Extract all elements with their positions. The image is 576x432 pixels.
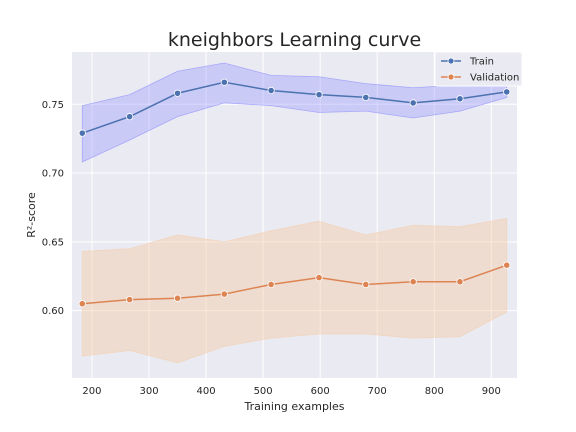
grid-layer: [72, 52, 517, 378]
x-tick-label: 400: [197, 386, 216, 397]
train-point: [315, 91, 323, 99]
x-tick-label: 300: [139, 386, 158, 397]
x-tick-label: 200: [82, 386, 101, 397]
train-point: [362, 93, 370, 101]
validation-point: [409, 278, 417, 286]
line-layer: [82, 81, 507, 305]
validation-point: [173, 294, 182, 302]
plot-area: [72, 52, 517, 378]
validation-series-line: [82, 264, 507, 305]
y-axis-label: R²-score: [25, 192, 38, 238]
train-point: [503, 88, 511, 96]
validation-point: [78, 300, 86, 308]
band-layer: [81, 62, 508, 364]
train-point: [126, 113, 134, 121]
x-tick-label: 500: [254, 386, 273, 397]
train-point: [267, 86, 275, 95]
validation-point: [126, 295, 134, 304]
legend-train-marker: [447, 57, 455, 65]
x-tick-label: 700: [368, 386, 387, 397]
train-confidence-band: [81, 62, 508, 163]
validation-point: [456, 278, 464, 286]
validation-point: [267, 280, 275, 289]
validation-confidence-band: [81, 217, 508, 364]
legend-validation-label: Validation: [470, 73, 519, 84]
y-tick-label: 0.65: [42, 237, 64, 248]
y-tick-label: 0.70: [42, 169, 64, 180]
x-tick-label: 600: [311, 386, 330, 397]
train-point: [456, 95, 464, 103]
train-series-line: [82, 81, 507, 134]
x-tick-label: 900: [482, 386, 501, 397]
train-point: [78, 129, 86, 137]
validation-point: [362, 280, 370, 289]
x-tick-label: 800: [425, 386, 444, 397]
point-layer: [78, 78, 511, 308]
y-tick-labels: 0.60 0.65 0.70 0.75: [42, 100, 64, 317]
legend: Train Validation: [434, 51, 523, 87]
legend-train-label: Train: [469, 57, 494, 68]
y-tick-label: 0.60: [42, 306, 64, 317]
y-tick-label: 0.75: [42, 100, 64, 111]
validation-point: [220, 290, 228, 298]
train-point: [409, 99, 417, 107]
x-axis-label: Training examples: [244, 400, 345, 413]
train-point: [220, 78, 228, 86]
validation-point: [315, 273, 323, 282]
legend-validation-marker: [447, 73, 455, 81]
x-tick-labels: 200 300 400 500 600 700 800 900: [82, 386, 500, 397]
validation-point: [503, 261, 511, 269]
train-point: [173, 89, 182, 97]
chart-title: kneighbors Learning curve: [168, 29, 421, 51]
